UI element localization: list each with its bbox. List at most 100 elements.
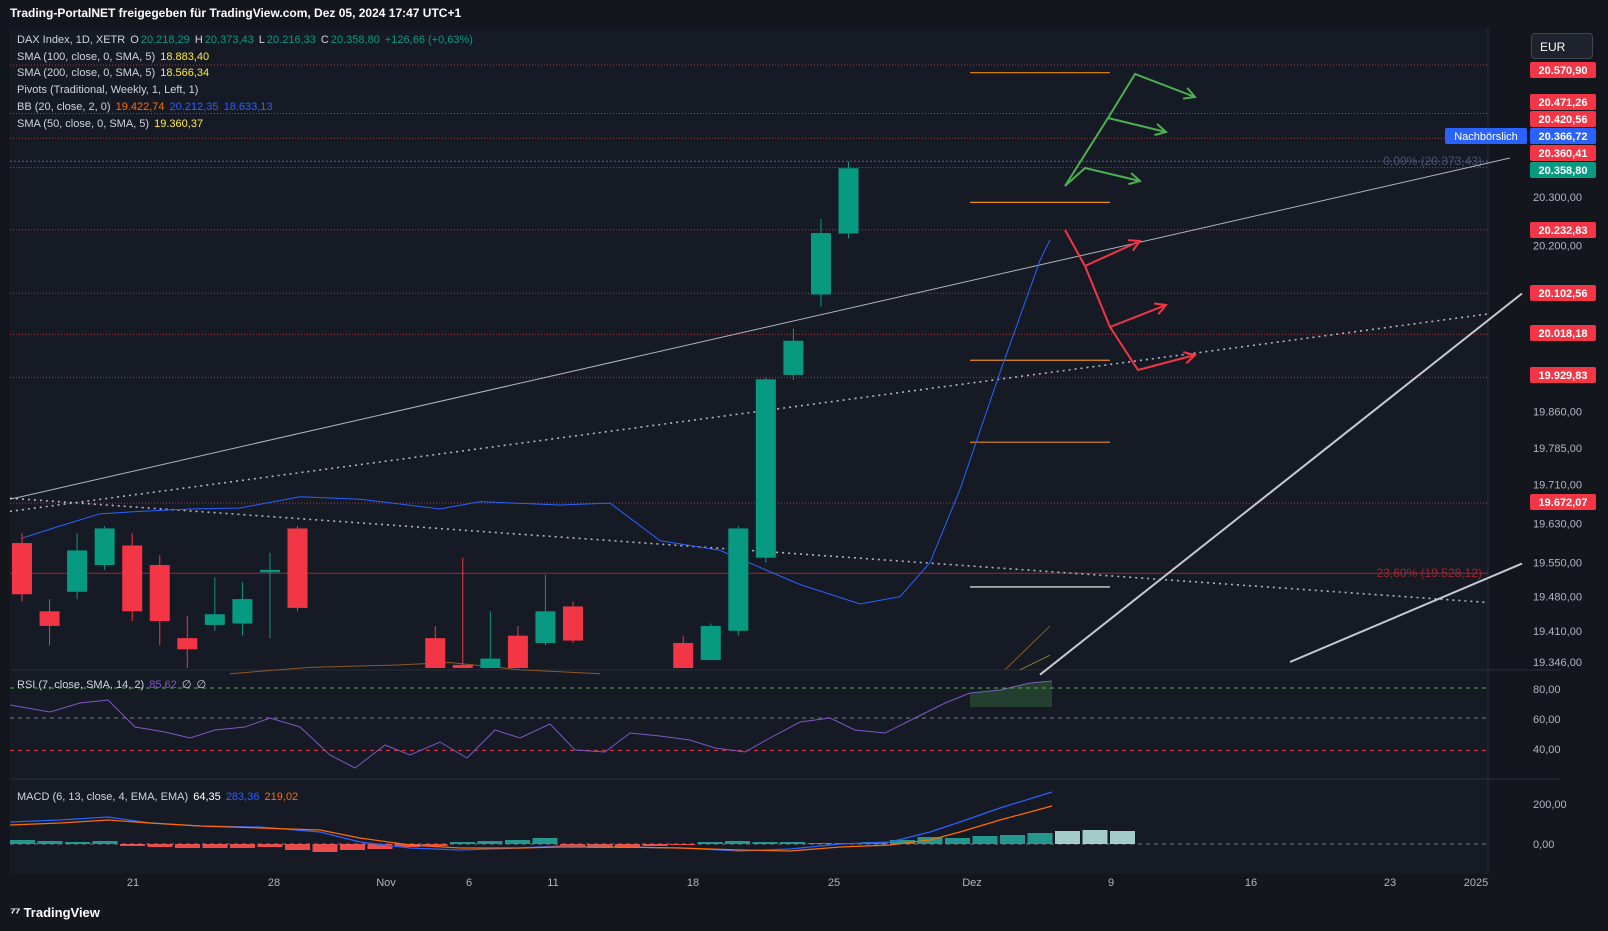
macd-histogram-bar: [257, 844, 283, 847]
candle-body: [535, 611, 556, 643]
price-label: 20.232,83: [1539, 225, 1588, 237]
candle-body: [67, 550, 88, 592]
sma50-legend: SMA (50, close, 0, SMA, 5) 19.360,37: [17, 118, 205, 130]
candle: [287, 526, 308, 612]
bb-basis-value: 19.422,74: [115, 101, 165, 113]
red-arrow-top-head: [1127, 239, 1142, 252]
macd-histogram-bar: [202, 844, 228, 848]
x-axis-tick: 16: [1245, 877, 1257, 889]
macd-line-value: 283,36: [225, 791, 260, 803]
trendline-dotted-down: [9, 497, 1489, 604]
candle: [149, 555, 170, 646]
price-label-bg: [1530, 222, 1596, 238]
candle-body: [287, 528, 308, 608]
y-axis-tick: 19.860,00: [1533, 406, 1582, 418]
candle-body: [39, 611, 60, 626]
green-arrow-mid: [1107, 117, 1169, 137]
macd-histogram-bar: [477, 841, 503, 844]
bb-lower-value: 18.633,13: [223, 101, 273, 113]
candle: [535, 574, 556, 646]
candle-body: [204, 614, 225, 625]
rsi-axis-tick: 40,00: [1533, 744, 1561, 756]
low-label: L: [258, 34, 265, 46]
tradingview-footer: ⁷⁷ TradingView: [10, 904, 100, 920]
macd-histogram-bar: [285, 844, 310, 850]
rsi-axis-tick: 60,00: [1533, 714, 1561, 726]
y-axis-tick: 19.480,00: [1533, 592, 1582, 604]
candle: [177, 616, 198, 668]
rsi-legend: RSI (7, close, SMA, 14, 2) 85,62 ∅ ∅: [17, 678, 208, 691]
red-arrow-mid-head: [1153, 302, 1168, 315]
macd-histogram-bar: [642, 844, 668, 846]
candle-body: [480, 658, 501, 668]
candle-body: [259, 569, 280, 573]
macd-histogram-bar: [670, 844, 695, 845]
fib-23-label: 23,60% (19.528,12): [1377, 566, 1482, 580]
macd-histogram-bar: [312, 844, 338, 852]
red-arrow-low-head: [1183, 351, 1198, 364]
macd-histogram-bar: [615, 844, 640, 848]
y-axis-tick: 19.785,00: [1533, 443, 1582, 455]
macd-histogram-bar: [780, 842, 805, 844]
macd-histogram-bar: [1082, 830, 1108, 844]
candle: [12, 533, 32, 602]
symbol-name: DAX Index, 1D, XETR: [17, 34, 126, 46]
currency-button[interactable]: EUR: [1531, 33, 1593, 59]
candle-body: [232, 599, 253, 624]
rsi-extra-1: ∅: [181, 679, 192, 691]
candle-body: [452, 664, 473, 668]
candle: [480, 611, 501, 668]
candle-body: [177, 638, 198, 650]
candle: [232, 582, 253, 636]
macd-histogram-bar: [1110, 831, 1135, 844]
price-label-bg: [1530, 367, 1596, 383]
candle-body: [755, 379, 776, 558]
x-axis-tick: 21: [127, 877, 139, 889]
macd-histogram-bar: [807, 843, 833, 844]
green-arrow-top: [1064, 72, 1197, 187]
symbol-legend: DAX Index, 1D, XETR O 20.218,29 H 20.373,4…: [17, 34, 475, 46]
macd-histogram-bar: [147, 844, 173, 847]
macd-signal-value: 219,02: [264, 791, 299, 803]
macd-histogram-bar: [725, 841, 750, 844]
sma200-label: SMA (200, close, 0, SMA, 5): [17, 67, 156, 79]
rsi-value: 85,62: [149, 679, 177, 691]
green-arrow-top-path: [1064, 72, 1196, 187]
sma50-line: [229, 661, 601, 675]
price-label-bg: [1530, 162, 1596, 178]
green-arrow-top-head: [1182, 87, 1197, 100]
rsi-extra-2: ∅: [196, 679, 207, 691]
price-label-bg: [1530, 94, 1596, 110]
y-axis-tick: 19.630,00: [1533, 519, 1582, 531]
candle: [783, 328, 804, 380]
pivots-label: Pivots (Traditional, Weekly, 1, Left, 1): [17, 84, 199, 96]
candle-body: [728, 528, 749, 631]
price-label: 20.358,80: [1539, 165, 1588, 177]
macd-histogram-bar: [560, 844, 585, 847]
candle-body: [149, 565, 170, 622]
candle: [122, 533, 143, 622]
x-axis-tick: 11: [547, 877, 558, 889]
tradingview-logo-icon: ⁷⁷: [10, 904, 21, 920]
high-label: H: [194, 34, 203, 46]
macd-histogram-bar: [92, 841, 118, 844]
macd-histogram-bar: [1027, 833, 1053, 844]
macd-histogram-bar: [752, 842, 778, 844]
macd-histogram-bar: [972, 836, 998, 844]
macd-histogram-bar: [587, 844, 613, 848]
sma50-value: 19.360,37: [154, 118, 204, 130]
bb-label: BB (20, close, 2, 0): [17, 101, 111, 113]
price-label: 20.018,18: [1539, 328, 1588, 340]
x-axis-tick: 25: [828, 877, 840, 889]
candle: [94, 526, 115, 570]
red-arrow-low-path: [1109, 326, 1196, 372]
open-value: 20.218,29: [140, 34, 190, 46]
y-axis-tick: 20.300,00: [1533, 192, 1582, 204]
x-axis-tick: 28: [268, 877, 280, 889]
price-label: 20.420,56: [1539, 114, 1588, 126]
macd-histogram-bar: [175, 844, 200, 848]
red-arrow-low: [1109, 326, 1198, 372]
candle: [673, 635, 694, 668]
candle-body: [507, 635, 528, 668]
